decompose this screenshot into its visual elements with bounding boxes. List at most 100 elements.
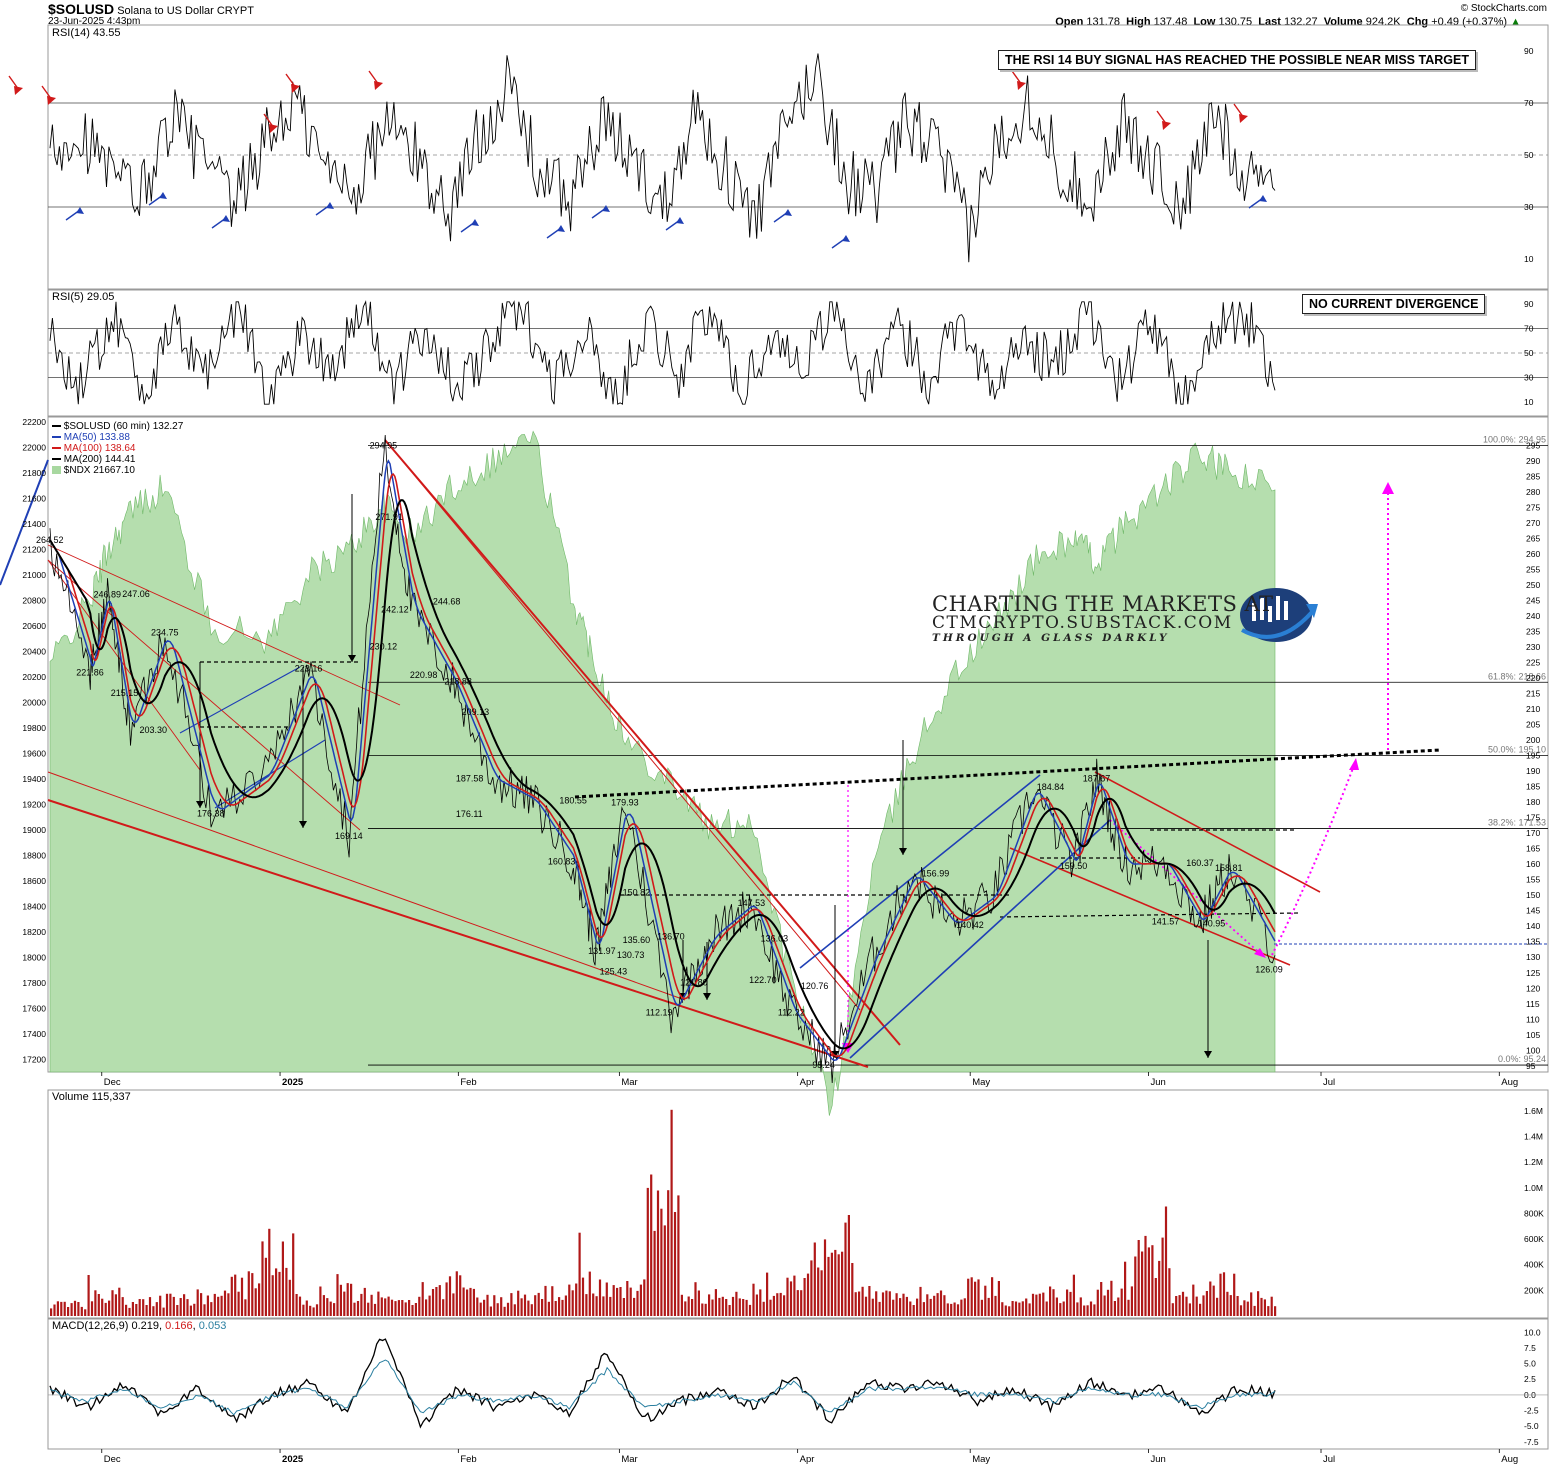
volume-bar <box>1100 1282 1103 1316</box>
volume-bar <box>755 1294 758 1316</box>
volume-panel-frame <box>47 1089 1549 1319</box>
volume-bar <box>991 1277 994 1316</box>
volume-bar <box>421 1282 424 1316</box>
volume-bar <box>73 1300 77 1316</box>
price-label: 179.93 <box>611 797 639 807</box>
ndx-tick-label: 20800 <box>22 595 46 605</box>
macd-line <box>49 1338 1276 1429</box>
branding-watermark: CHARTING THE MARKETS AT CTMCRYPTO.SUBSTA… <box>932 592 1274 644</box>
volume-bar <box>752 1283 755 1316</box>
volume-bar <box>121 1297 124 1316</box>
volume-bar <box>1049 1286 1052 1316</box>
volume-bar <box>558 1297 561 1316</box>
volume-bar <box>656 1190 660 1316</box>
macd-legend-value: 0.219 <box>131 1320 160 1332</box>
volume-bar <box>333 1303 336 1316</box>
price-label: 271.91 <box>375 512 403 522</box>
ndx-tick-label: 21400 <box>22 519 46 529</box>
volume-bar <box>612 1285 615 1316</box>
price-tick-label: 205 <box>1526 720 1540 730</box>
volume-bar <box>63 1301 66 1316</box>
volume-bar <box>800 1290 803 1316</box>
price-tick-label: 150 <box>1526 890 1540 900</box>
volume-bar <box>823 1239 827 1316</box>
volume-bar <box>60 1301 63 1316</box>
volume-bar <box>90 1301 94 1316</box>
volume-bar <box>1274 1306 1277 1316</box>
ndx-tick-label: 18200 <box>22 927 46 937</box>
volume-bar <box>261 1241 264 1316</box>
macd-tick-label: 2.5 <box>1524 1374 1536 1384</box>
volume-bar <box>278 1271 281 1316</box>
volume-bar <box>418 1296 421 1316</box>
volume-bar <box>1250 1292 1253 1316</box>
ndx-tick-label: 18000 <box>22 952 46 962</box>
volume-bar <box>1093 1304 1096 1316</box>
volume-bar <box>806 1273 810 1316</box>
sell-arrowhead-icon <box>1162 121 1171 130</box>
fib-label: 100.0%: 294.95 <box>1483 435 1546 445</box>
price-label: 169.14 <box>335 831 363 841</box>
volume-bar <box>568 1284 571 1316</box>
volume-bar <box>899 1298 902 1316</box>
volume-bar <box>203 1304 206 1316</box>
channel-trendline <box>1009 847 1291 966</box>
volume-bar <box>1209 1281 1212 1316</box>
volume-bar <box>629 1287 632 1316</box>
volume-bar <box>1164 1206 1168 1316</box>
volume-bar <box>319 1286 322 1316</box>
volume-bar <box>455 1271 458 1316</box>
volume-bar <box>892 1299 895 1316</box>
volume-bar <box>711 1299 714 1316</box>
volume-bar <box>561 1299 564 1316</box>
volume-bar <box>725 1299 728 1316</box>
volume-bar <box>1168 1268 1171 1316</box>
price-label: 203.30 <box>140 725 168 735</box>
volume-bar <box>448 1276 452 1316</box>
volume-bar <box>1267 1306 1270 1316</box>
volume-bar <box>997 1281 1000 1316</box>
volume-bar <box>196 1289 199 1316</box>
price-label: 136.03 <box>761 934 789 944</box>
volume-bar <box>281 1241 284 1316</box>
down-arrow-icon <box>831 1051 839 1058</box>
ndx-tick-label: 17400 <box>22 1029 46 1039</box>
price-label: 150.82 <box>623 888 651 898</box>
volume-bar <box>367 1302 370 1316</box>
price-label: 121.80 <box>680 978 708 988</box>
x-tick-label: May <box>972 1077 990 1088</box>
volume-bar <box>462 1287 465 1316</box>
volume-bar <box>929 1298 932 1316</box>
price-tick-label: 170 <box>1526 828 1540 838</box>
volume-bar <box>1154 1278 1157 1316</box>
axis-labels-layer: 100.0%: 294.95 61.8%: 218.66 50.0%: 195.10… <box>22 417 1546 1464</box>
volume-bar <box>537 1292 540 1316</box>
volume-bar <box>571 1290 574 1316</box>
macd-tick-label: -5.0 <box>1524 1421 1539 1431</box>
volume-bar <box>108 1300 111 1316</box>
up-arrow-icon: ▲ <box>1510 16 1521 28</box>
volume-bar <box>404 1302 407 1316</box>
volume-tick-label: 1.2M <box>1524 1157 1543 1167</box>
rsi14-line <box>49 53 1276 263</box>
volume-bar <box>844 1222 847 1316</box>
projection-line <box>1109 819 1263 956</box>
volume-bar <box>104 1302 107 1316</box>
price-legend: $SOLUSD (60 min) 132.27 MA(50) 133.88 MA… <box>52 421 183 476</box>
volume-bar <box>315 1304 319 1316</box>
volume-bar <box>769 1299 772 1316</box>
price-legend-ma100: MA(100) 138.64 <box>63 443 136 454</box>
volume-bar <box>772 1295 775 1316</box>
volume-bar <box>1192 1284 1195 1316</box>
price-tick-label: 290 <box>1526 456 1540 466</box>
volume-bar <box>653 1230 656 1316</box>
volume-bar <box>1147 1247 1150 1316</box>
price-label: 209.13 <box>462 707 490 717</box>
volume-bar <box>762 1301 765 1316</box>
buy-arrowhead-icon <box>676 217 684 224</box>
volume-bar <box>1021 1301 1024 1316</box>
volume-bar <box>1113 1301 1116 1316</box>
volume-bar <box>438 1285 441 1316</box>
ndx-tick-label: 17600 <box>22 1003 46 1013</box>
volume-bar <box>643 1279 646 1316</box>
